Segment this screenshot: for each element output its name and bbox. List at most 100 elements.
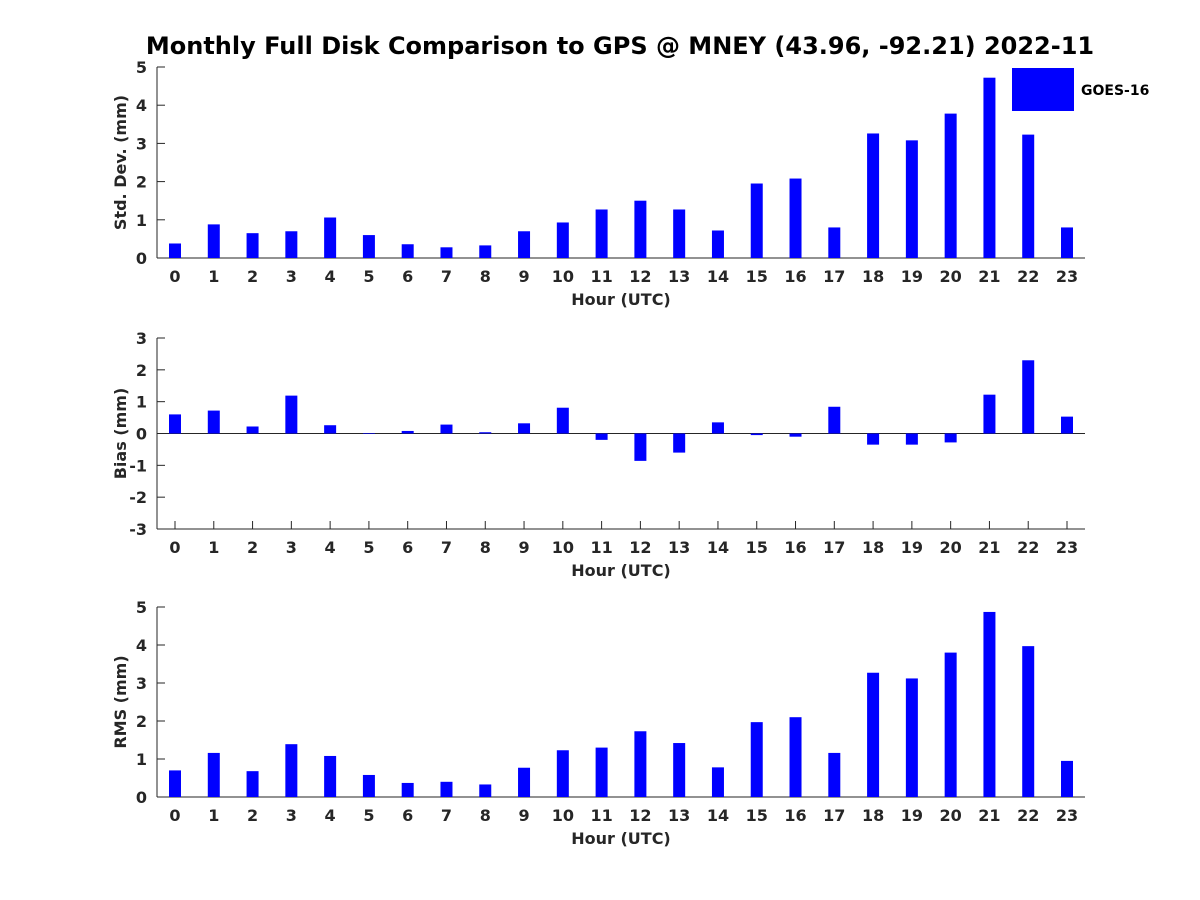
- x-tick-label: 8: [480, 806, 491, 825]
- bar-hour-5: [362, 774, 375, 797]
- bar-hour-5: [362, 235, 375, 258]
- bar-hour-22: [1022, 646, 1035, 797]
- bar-hour-1: [207, 410, 220, 434]
- chart-title: Monthly Full Disk Comparison to GPS @ MN…: [146, 32, 1094, 60]
- bar-hour-12: [634, 200, 647, 258]
- x-tick-label: 12: [629, 267, 651, 286]
- y-tick-label: 1: [136, 393, 147, 412]
- bar-hour-7: [440, 781, 453, 797]
- y-tick-label: 2: [136, 361, 147, 380]
- bar-hour-18: [867, 672, 880, 797]
- x-tick-label: 10: [552, 806, 574, 825]
- bar-hour-8: [479, 432, 492, 434]
- x-tick-label: 9: [518, 538, 529, 557]
- x-tick-label: 19: [901, 538, 923, 557]
- x-tick-label: 22: [1017, 267, 1039, 286]
- bar-hour-23: [1061, 227, 1073, 258]
- bar-hour-13: [673, 209, 686, 258]
- bar-hour-15: [750, 722, 763, 797]
- x-tick-label: 22: [1017, 538, 1039, 557]
- x-tick-label: 9: [518, 806, 529, 825]
- x-tick-label: 17: [823, 806, 845, 825]
- y-tick-label: 5: [136, 58, 147, 77]
- y-tick-label: 0: [136, 425, 147, 444]
- y-tick-label: 2: [136, 712, 147, 731]
- x-tick-label: 17: [823, 538, 845, 557]
- bar-hour-1: [207, 224, 220, 258]
- x-tick-label: 17: [823, 267, 845, 286]
- bar-hour-3: [285, 395, 298, 434]
- x-tick-label: 8: [480, 538, 491, 557]
- bar-hour-11: [595, 209, 608, 258]
- x-tick-label: 19: [901, 806, 923, 825]
- bar-hour-19: [905, 678, 918, 797]
- x-tick-label: 20: [940, 538, 962, 557]
- x-tick-label: 11: [590, 806, 612, 825]
- x-tick-label: 6: [402, 538, 413, 557]
- bar-hour-10: [556, 750, 569, 797]
- bar-hour-8: [479, 784, 492, 797]
- x-tick-label: 8: [480, 267, 491, 286]
- bar-hour-21: [983, 394, 996, 434]
- x-tick-label: 15: [746, 538, 768, 557]
- bar-hour-13: [673, 743, 686, 797]
- bar-hour-16: [789, 178, 802, 258]
- y-tick-label: 5: [136, 598, 147, 617]
- bar-hour-4: [324, 755, 337, 797]
- x-tick-label: 13: [668, 538, 690, 557]
- y-tick-label: 3: [136, 134, 147, 153]
- bar-hour-18: [867, 433, 880, 445]
- y-tick-label: -3: [129, 520, 147, 539]
- x-tick-label: 6: [402, 267, 413, 286]
- bar-hour-18: [867, 133, 880, 258]
- y-tick-label: -1: [129, 456, 147, 475]
- bar-hour-15: [750, 433, 763, 436]
- x-tick-label: 23: [1056, 538, 1078, 557]
- x-tick-label: 9: [518, 267, 529, 286]
- y-tick-label: -2: [129, 488, 147, 507]
- x-tick-label: 7: [441, 267, 452, 286]
- x-tick-label: 13: [668, 267, 690, 286]
- bar-hour-6: [401, 430, 414, 434]
- bar-hour-14: [711, 422, 724, 434]
- bar-hour-21: [983, 611, 996, 797]
- bar-hour-4: [324, 425, 337, 434]
- x-axis-label: Hour (UTC): [571, 290, 671, 309]
- x-tick-label: 16: [784, 538, 806, 557]
- bar-hour-10: [556, 407, 569, 434]
- x-tick-label: 0: [169, 267, 180, 286]
- x-tick-label: 14: [707, 538, 729, 557]
- y-tick-label: 4: [136, 96, 147, 115]
- x-axis-label: Hour (UTC): [571, 561, 671, 580]
- y-tick-label: 3: [136, 674, 147, 693]
- x-tick-label: 0: [169, 806, 180, 825]
- legend-swatch: [1012, 68, 1074, 111]
- bar-hour-9: [518, 231, 531, 258]
- bar-hour-20: [944, 113, 957, 258]
- legend-label: GOES-16: [1081, 83, 1149, 99]
- bar-hour-7: [440, 247, 453, 258]
- bar-hour-23: [1061, 416, 1073, 434]
- x-tick-label: 10: [552, 538, 574, 557]
- x-tick-label: 21: [978, 267, 1000, 286]
- bar-hour-17: [828, 227, 841, 258]
- x-tick-label: 19: [901, 267, 923, 286]
- bar-hour-12: [634, 433, 647, 461]
- x-tick-label: 20: [940, 806, 962, 825]
- bar-hour-20: [944, 652, 957, 797]
- x-tick-label: 23: [1056, 806, 1078, 825]
- x-tick-label: 5: [363, 267, 374, 286]
- bar-hour-20: [944, 433, 957, 443]
- y-tick-label: 1: [136, 211, 147, 230]
- bar-hour-13: [673, 433, 686, 453]
- bar-hour-21: [983, 77, 996, 258]
- x-tick-label: 11: [590, 538, 612, 557]
- x-tick-label: 7: [441, 538, 452, 557]
- x-tick-label: 7: [441, 806, 452, 825]
- bar-hour-16: [789, 717, 802, 797]
- x-tick-label: 12: [629, 538, 651, 557]
- x-tick-label: 16: [784, 806, 806, 825]
